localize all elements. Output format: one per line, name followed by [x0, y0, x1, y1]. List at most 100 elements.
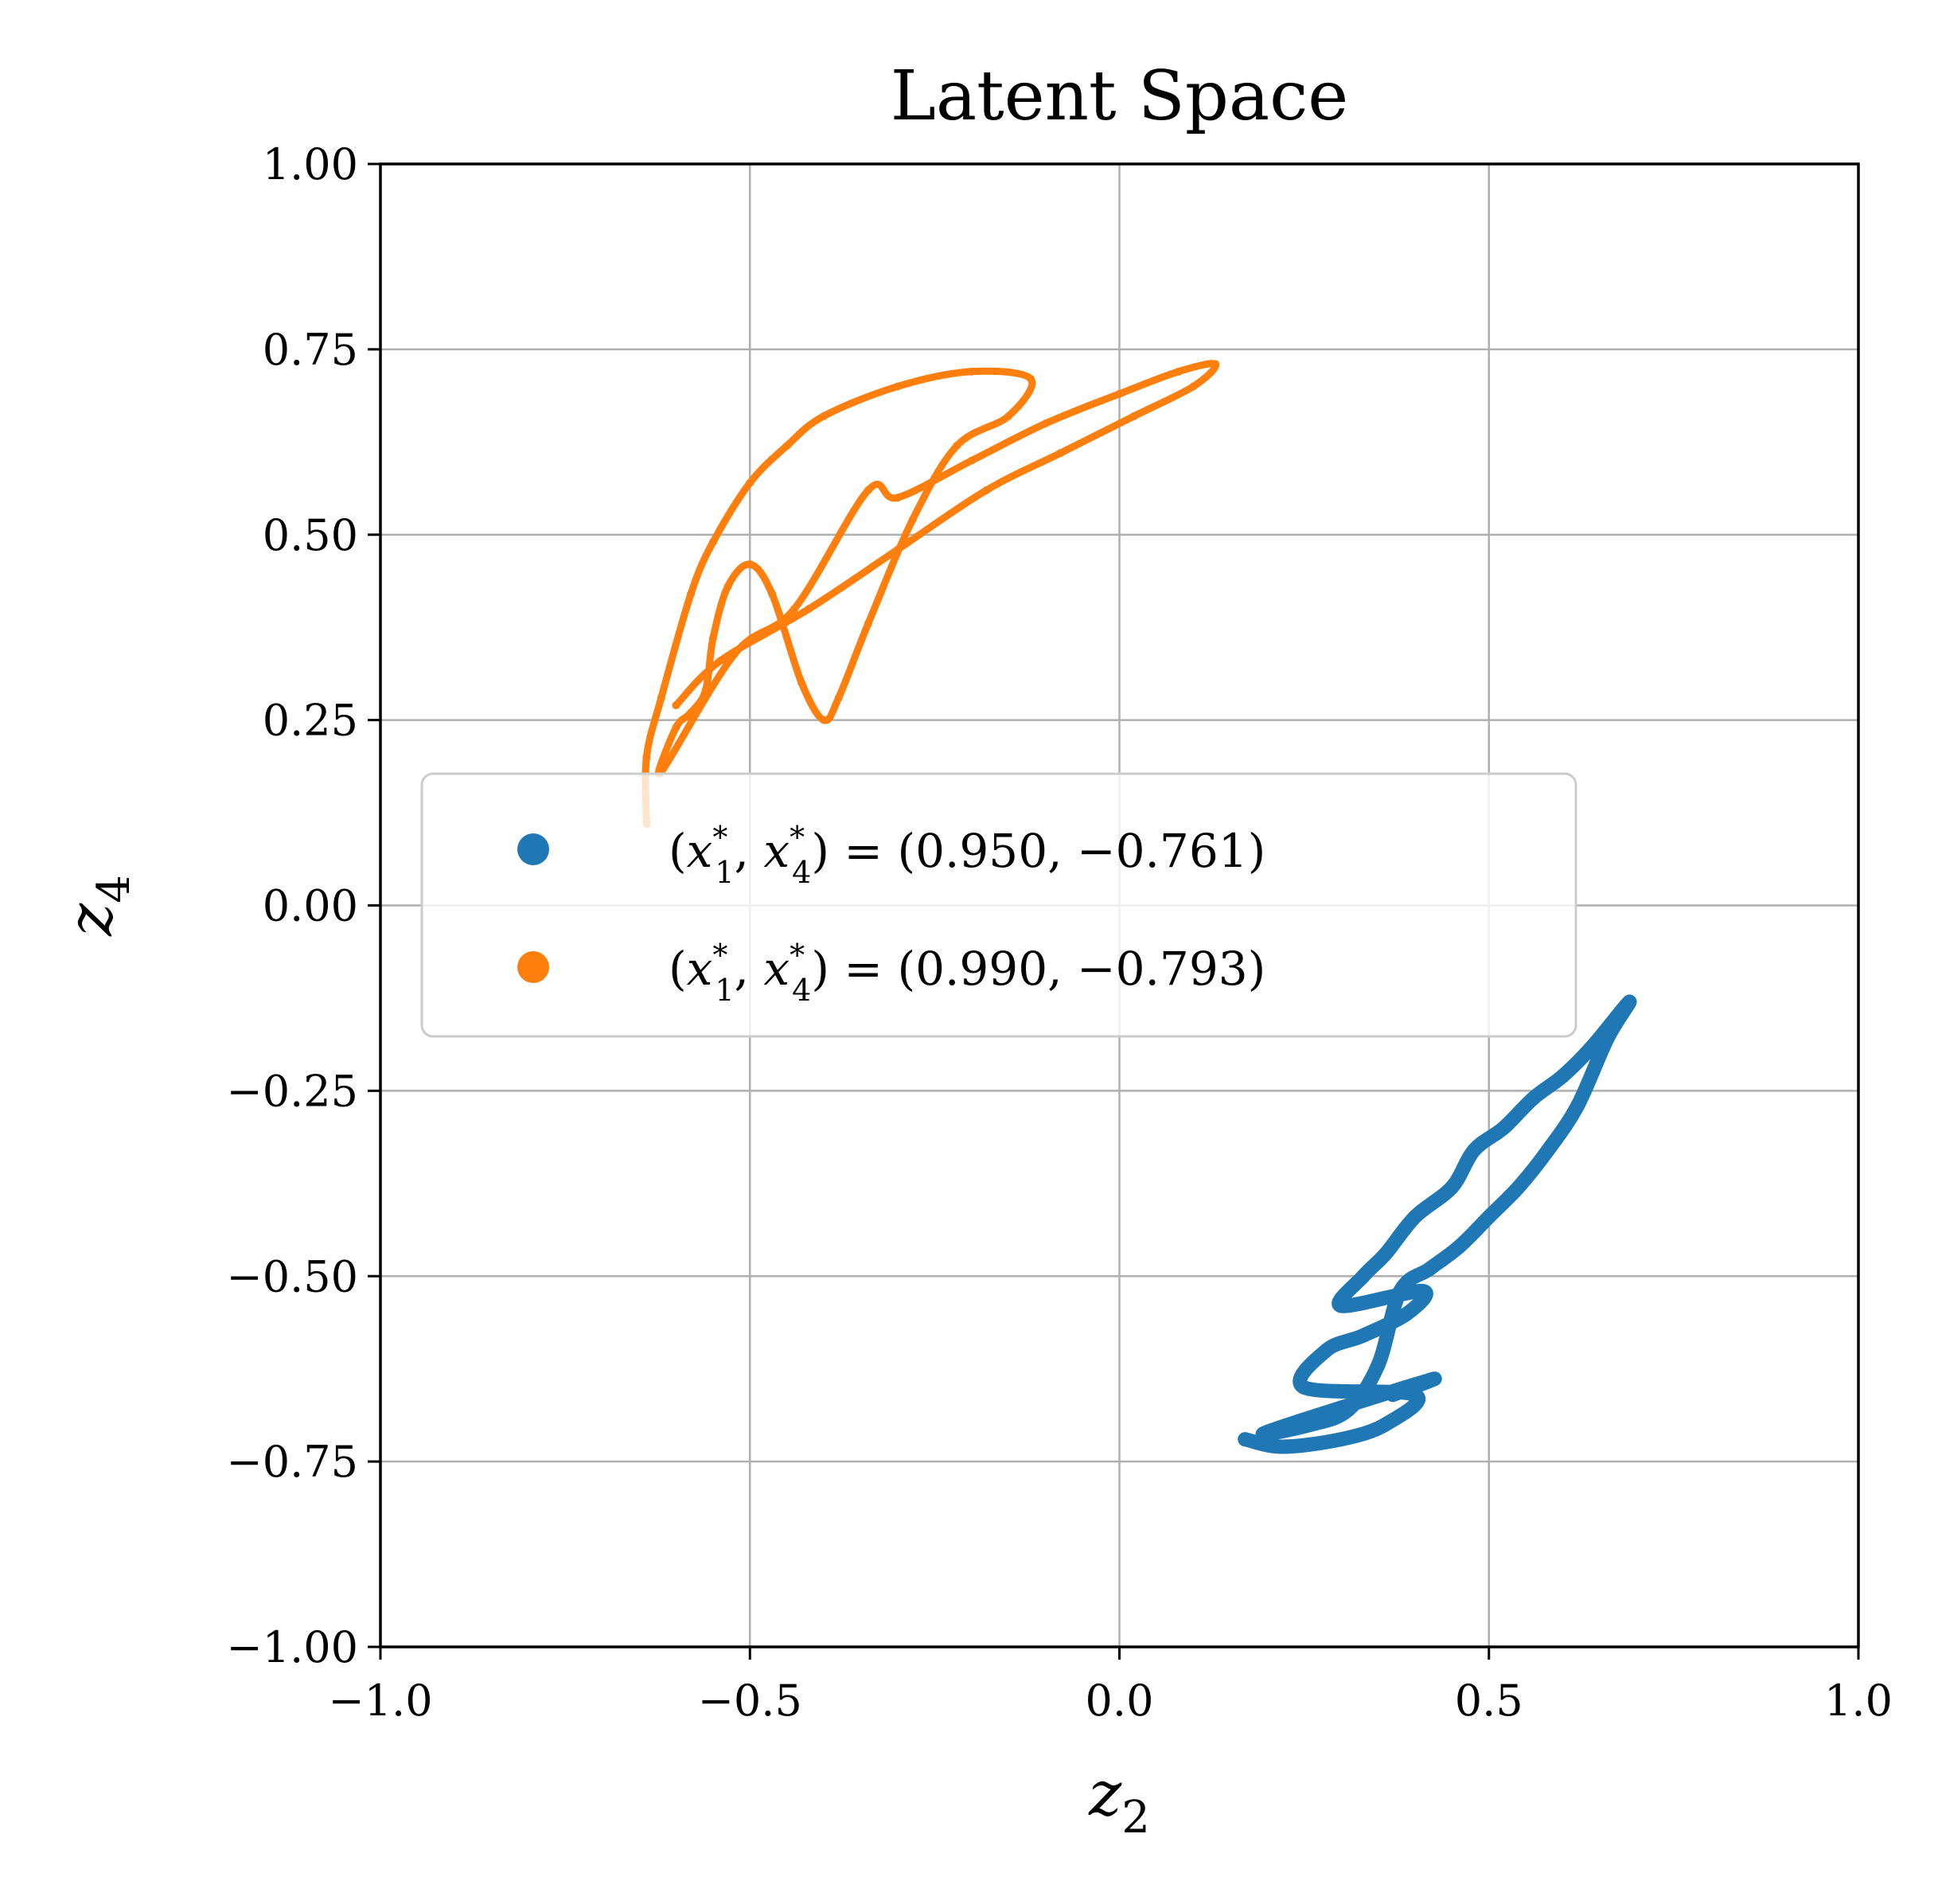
y-tick-label: −0.50 — [227, 1251, 358, 1301]
series-1-point-38 — [982, 486, 991, 494]
series-0-point-31 — [1304, 1417, 1319, 1432]
series-1-point-31 — [1041, 419, 1050, 427]
series-1-point-11 — [1004, 412, 1013, 420]
x-tick-label: −0.5 — [698, 1676, 802, 1726]
series-1-point-23 — [687, 708, 695, 717]
series-1-point-29 — [893, 494, 902, 502]
series-0-point-34 — [1386, 1387, 1400, 1403]
series-0-point-11 — [1355, 1269, 1371, 1284]
series-1-point-17 — [797, 679, 806, 687]
series-0-point-1 — [1274, 1439, 1289, 1454]
series-0-point-24 — [1511, 1180, 1526, 1195]
ticks: −1.0 −0.5 0.0 0.5 1.0 1.00 0.75 0.50 0.25 0.00 −0.… — [227, 139, 1893, 1726]
y-axis-label-base: z — [55, 903, 127, 937]
y-tick-label: −0.25 — [227, 1066, 358, 1116]
series-1-point-14 — [864, 619, 872, 628]
series-0-point-12 — [1378, 1247, 1393, 1262]
series-0-point-18 — [1555, 1068, 1570, 1083]
legend-marker-1 — [517, 951, 549, 983]
series-1-point-19 — [746, 560, 755, 568]
legend-marker-0 — [517, 833, 549, 865]
series-1-point-22 — [701, 686, 710, 695]
series-1-point-34 — [1211, 360, 1220, 369]
series-0-point-7 — [1355, 1328, 1371, 1343]
y-tick-label: 0.25 — [263, 696, 358, 746]
series-1-point-27 — [790, 604, 798, 613]
series-1-point-7 — [820, 412, 829, 420]
series-1-point-18 — [768, 590, 777, 599]
series-1-point-28 — [864, 486, 872, 494]
series-1-point-15 — [834, 693, 843, 702]
series-1-point-30 — [967, 456, 976, 465]
series-0-point-6 — [1319, 1343, 1334, 1358]
series-0-point-15 — [1467, 1142, 1482, 1157]
series-0-point-32 — [1260, 1424, 1275, 1439]
series-1-point-20 — [723, 583, 732, 591]
series-1-point-5 — [746, 478, 755, 487]
legend: (x* 1, x* 4) = (0.950, −0.761) (x* 1, x* 4) =… — [420, 772, 1577, 1038]
y-tick-label: 0.00 — [263, 881, 358, 931]
x-tick-label: 1.0 — [1824, 1676, 1893, 1726]
series-1-point-2 — [657, 693, 665, 702]
series-0-point-25 — [1481, 1209, 1496, 1224]
series-1 — [641, 360, 1220, 828]
y-tick-label: 1.00 — [263, 139, 358, 189]
series-0-trajectory — [1238, 994, 1637, 1454]
series-0-point-33 — [1422, 1372, 1437, 1387]
series-0-point-5 — [1297, 1380, 1312, 1395]
series-1-point-35 — [1189, 382, 1198, 391]
series-1-point-21 — [708, 634, 717, 643]
series-1-point-12 — [953, 442, 961, 450]
y-tick-label: 0.75 — [263, 325, 358, 375]
series-0-point-8 — [1400, 1305, 1415, 1321]
y-axis-label: z4 — [55, 875, 140, 937]
x-axis-label: z2 — [1088, 1758, 1150, 1844]
series-0-point-16 — [1496, 1121, 1511, 1135]
series-0-point-2 — [1334, 1432, 1348, 1447]
series-1-point-40 — [805, 604, 813, 613]
series-1-point-24 — [672, 723, 680, 732]
series-0-point-17 — [1526, 1091, 1541, 1106]
series-1-point-32 — [1115, 389, 1124, 398]
series-0-point-9 — [1415, 1283, 1430, 1298]
series-1-point-8 — [893, 382, 902, 391]
series-0-point-29 — [1371, 1358, 1386, 1372]
legend-box — [420, 772, 1577, 1038]
series-layer — [641, 360, 1637, 1454]
series-1-point-10 — [1027, 375, 1035, 384]
series-0-point-19 — [1585, 1039, 1600, 1054]
series-1-point-39 — [893, 545, 902, 554]
series-0-point-20 — [1622, 994, 1637, 1009]
series-1-point-16 — [820, 716, 829, 724]
series-0-point-23 — [1541, 1142, 1555, 1157]
x-tick-label: 0.5 — [1455, 1676, 1523, 1726]
x-tick-label: 0.0 — [1086, 1676, 1154, 1726]
y-tick-label: −1.00 — [227, 1622, 358, 1672]
series-0-point-27 — [1422, 1261, 1437, 1276]
chart-title: Latent Space — [891, 57, 1348, 136]
x-tick-label: −1.0 — [328, 1676, 432, 1726]
legend-entry-1: (x* 1, x* 4) = (0.990, −0.793) — [669, 938, 1265, 1008]
series-0-point-22 — [1570, 1098, 1585, 1113]
series-1-point-1 — [642, 753, 651, 762]
x-axis-label-sub: 2 — [1121, 1792, 1150, 1844]
series-1-point-3 — [687, 590, 695, 599]
series-0-point-4 — [1407, 1387, 1422, 1403]
series-1-point-4 — [708, 538, 717, 547]
legend-entry-0: (x* 1, x* 4) = (0.950, −0.761) — [669, 820, 1265, 890]
series-1-point-26 — [731, 649, 739, 657]
series-0-point-10 — [1334, 1298, 1348, 1313]
series-1-point-9 — [967, 367, 976, 376]
series-0-point-28 — [1393, 1283, 1408, 1298]
series-0-point-26 — [1452, 1239, 1467, 1254]
series-0-point-13 — [1407, 1209, 1422, 1224]
series-1-point-33 — [1174, 367, 1183, 376]
x-axis-label-base: z — [1088, 1758, 1122, 1830]
series-0-point-3 — [1378, 1417, 1393, 1432]
y-tick-label: −0.75 — [227, 1437, 358, 1487]
series-0-point-0 — [1238, 1432, 1253, 1447]
y-axis-label-sub: 4 — [88, 875, 140, 903]
series-1-point-36 — [1130, 412, 1139, 420]
series-0-point-21 — [1600, 1032, 1615, 1047]
